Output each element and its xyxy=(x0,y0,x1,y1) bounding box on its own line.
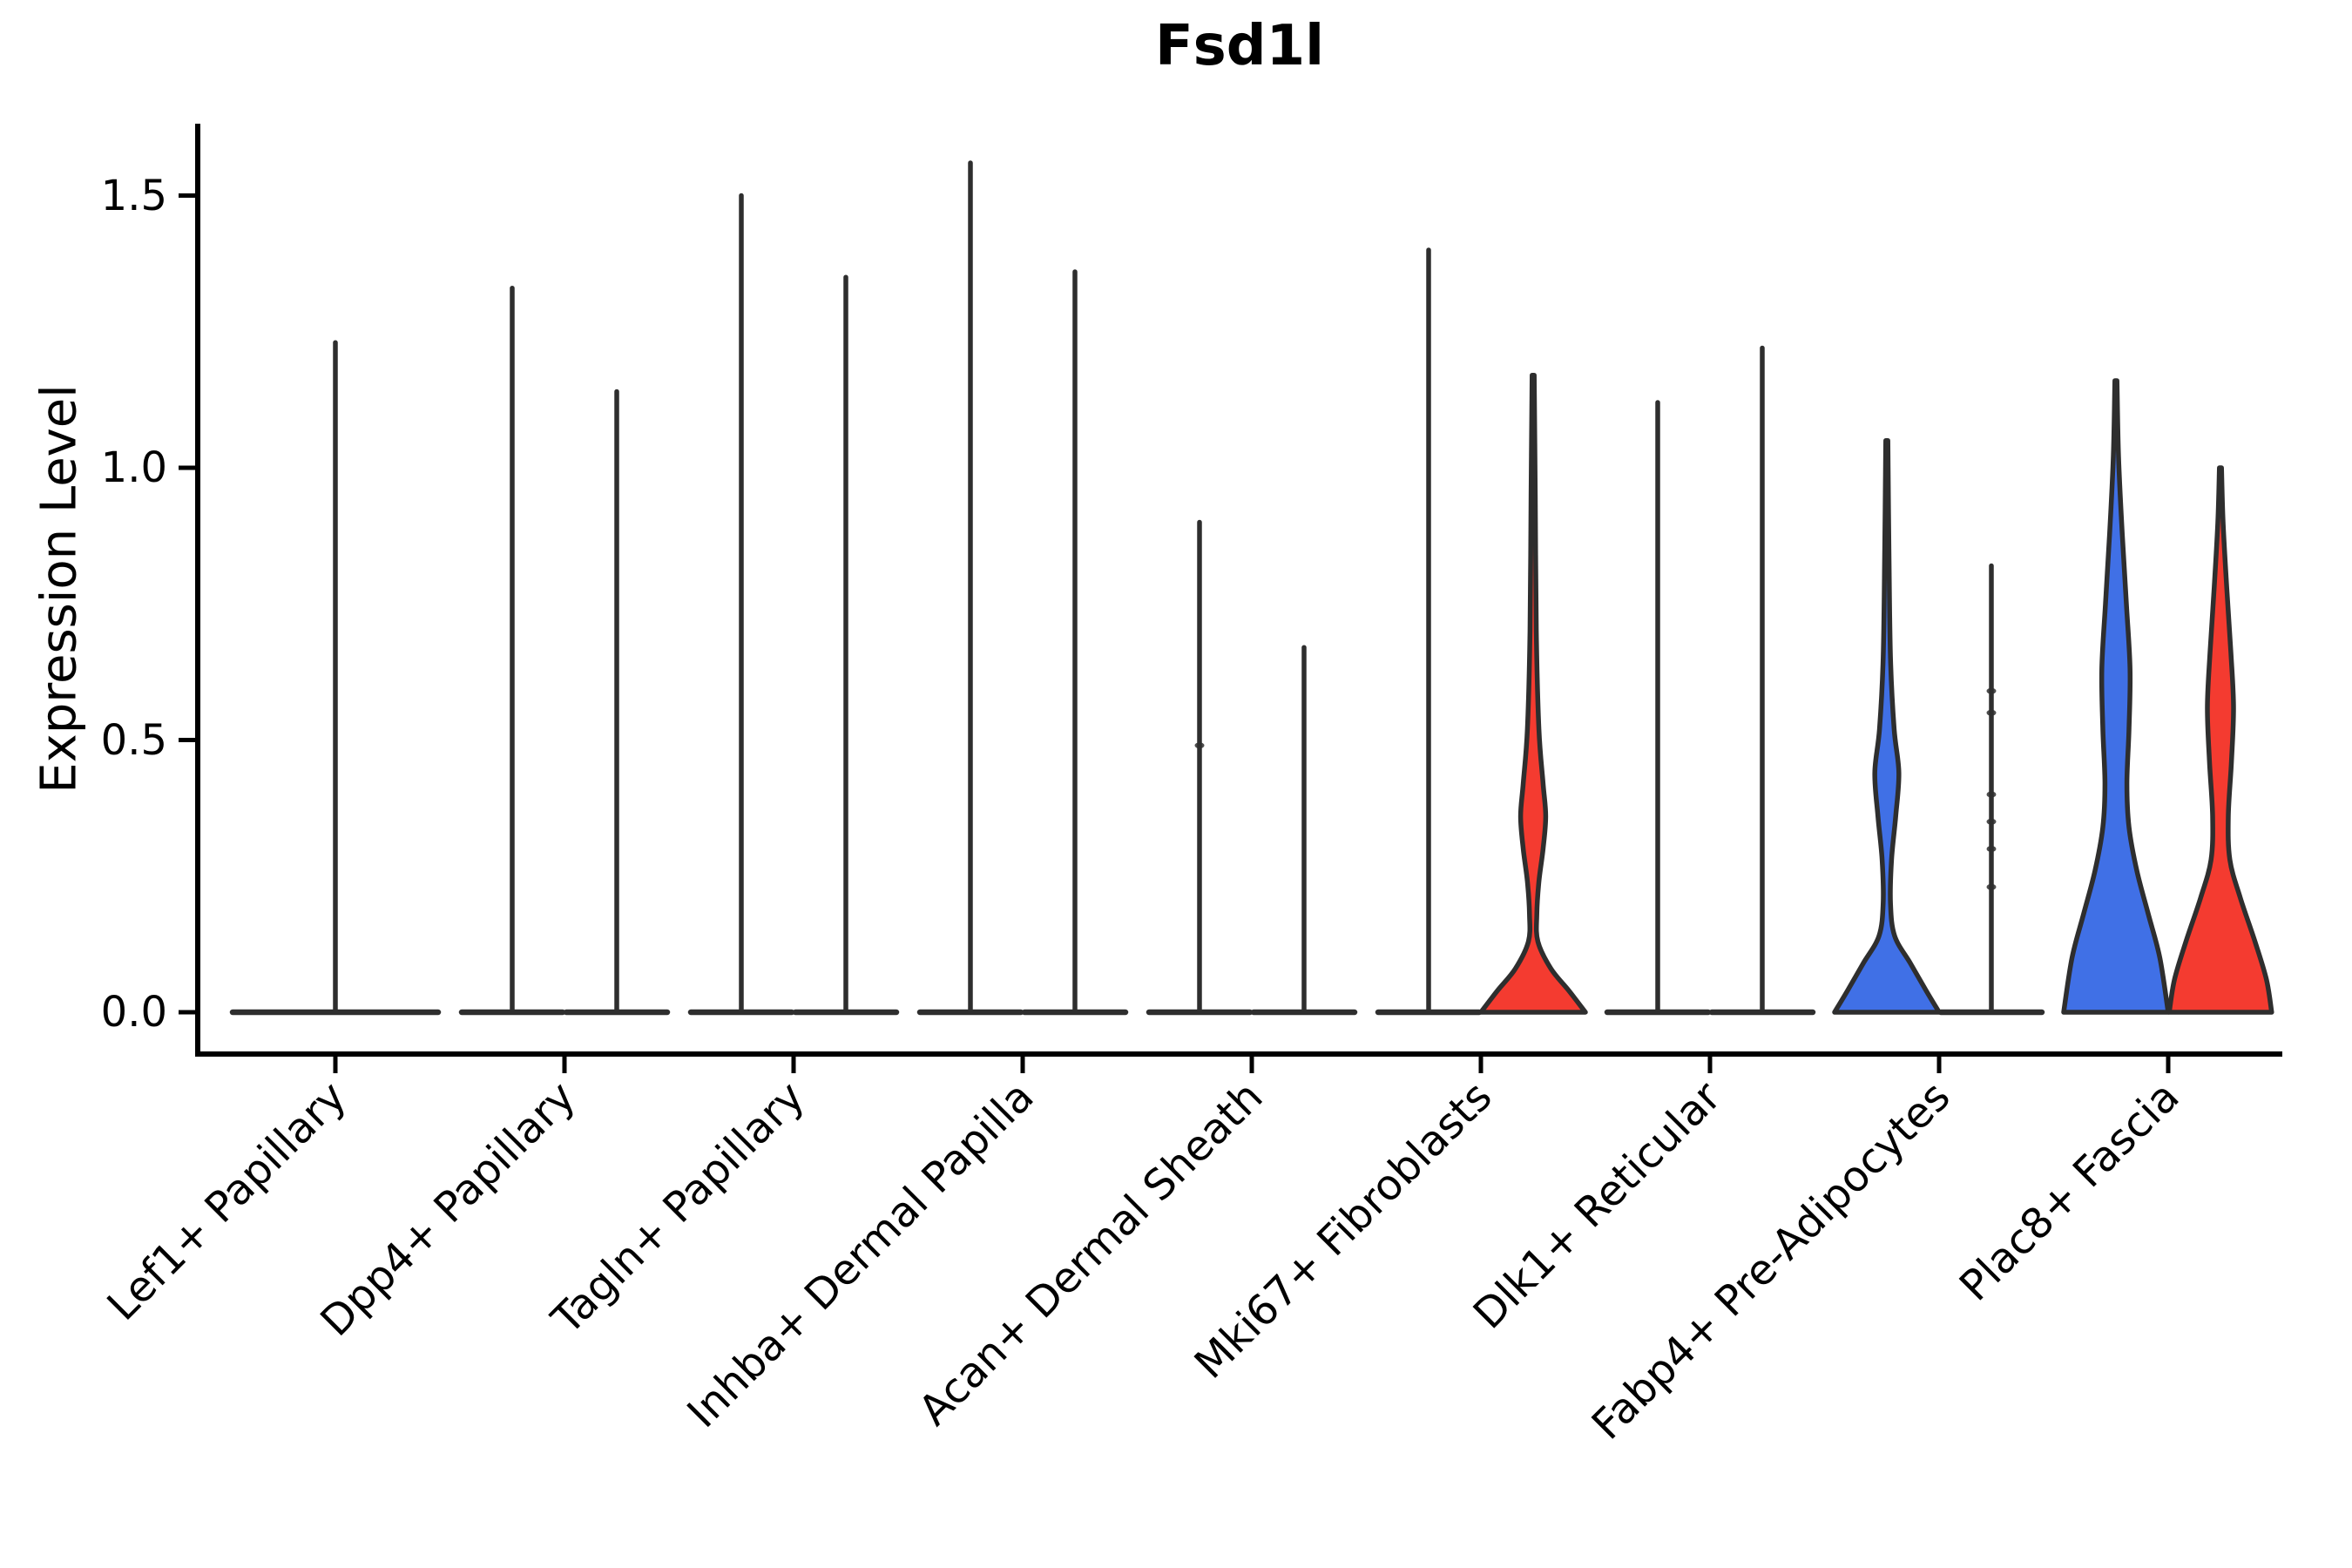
y-tick-label-15: 1.5 xyxy=(100,172,167,220)
violin-5-right xyxy=(1478,373,1588,1015)
x-tick-label-8: Plac8+ Fascia xyxy=(1950,1072,2189,1311)
violin-7-right-point-4 xyxy=(1986,846,1997,852)
x-tick-label-6: Dlk1+ Reticular xyxy=(1464,1072,1731,1339)
violin-4-left-point-0 xyxy=(1194,742,1205,749)
y-tick-label-10: 1.0 xyxy=(100,443,167,492)
violin-7-left xyxy=(1832,438,1942,1015)
violin-7-right-point-5 xyxy=(1986,883,1997,890)
violin-7-right-point-2 xyxy=(1986,791,1997,798)
x-tick-label-2: Tagln+ Papillary xyxy=(542,1072,814,1344)
x-tick-label-0: Lef1+ Papillary xyxy=(98,1072,356,1330)
violin-7-right-point-0 xyxy=(1986,687,1997,694)
y-axis-label: Expression Level xyxy=(30,384,88,794)
y-tick-label-05: 0.5 xyxy=(100,716,167,765)
violin-8-left xyxy=(2061,378,2171,1015)
y-tick-label-0: 0.0 xyxy=(100,988,167,1037)
violin-8-right xyxy=(2166,465,2274,1015)
x-tick-label-1: Dpp4+ Papillary xyxy=(311,1072,585,1346)
chart-title: Fsd1l xyxy=(1154,14,1325,78)
violin-7-right-point-1 xyxy=(1986,709,1997,716)
violin-7-right-point-3 xyxy=(1986,818,1997,825)
